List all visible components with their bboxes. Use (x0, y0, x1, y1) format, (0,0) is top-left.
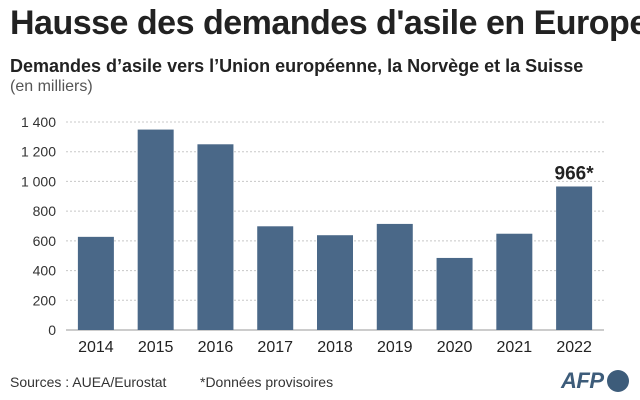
x-tick-label-2018: 2018 (317, 339, 353, 356)
bar-2014 (77, 236, 114, 330)
y-tick-label-800: 800 (33, 203, 57, 219)
bar-2022 (556, 186, 593, 330)
bar-2018 (317, 235, 353, 330)
unit-label: (en milliers) (10, 78, 93, 95)
chart-title: Hausse des demandes d'asile en Europe (10, 4, 640, 42)
bar-2015 (137, 129, 174, 330)
x-tick-label-2020: 2020 (437, 339, 473, 356)
bar-2020 (436, 257, 473, 330)
x-tick-label-2019: 2019 (377, 339, 413, 356)
y-tick-label-0: 0 (48, 322, 56, 338)
x-tick-label-2014: 2014 (78, 339, 114, 356)
chart-subtitle: Demandes d’asile vers l’Union européenne… (10, 56, 584, 76)
y-tick-label-1400: 1 400 (21, 114, 56, 130)
x-tick-label-2016: 2016 (198, 339, 234, 356)
bar-2017 (257, 226, 294, 330)
y-tick-label-600: 600 (33, 233, 57, 249)
y-tick-label-1000: 1 000 (21, 173, 56, 189)
y-tick-label-200: 200 (33, 292, 57, 308)
data-label-2022: 966* (555, 163, 595, 184)
source-text: Sources : AUEA/Eurostat (10, 374, 167, 390)
x-tick-label-2022: 2022 (556, 339, 592, 356)
bar-2021 (496, 233, 533, 330)
y-tick-label-1200: 1 200 (21, 144, 56, 160)
x-tick-label-2017: 2017 (257, 339, 293, 356)
y-tick-label-400: 400 (33, 263, 57, 279)
bar-2016 (197, 144, 234, 330)
x-tick-label-2015: 2015 (138, 339, 174, 356)
bar-2019 (376, 223, 413, 330)
afp-logo: AFP (561, 366, 629, 396)
x-tick-label-2021: 2021 (497, 339, 533, 356)
footnote-text: *Données provisoires (200, 374, 334, 390)
afp-logo-text: AFP (561, 368, 604, 393)
afp-logo-icon (606, 370, 629, 392)
